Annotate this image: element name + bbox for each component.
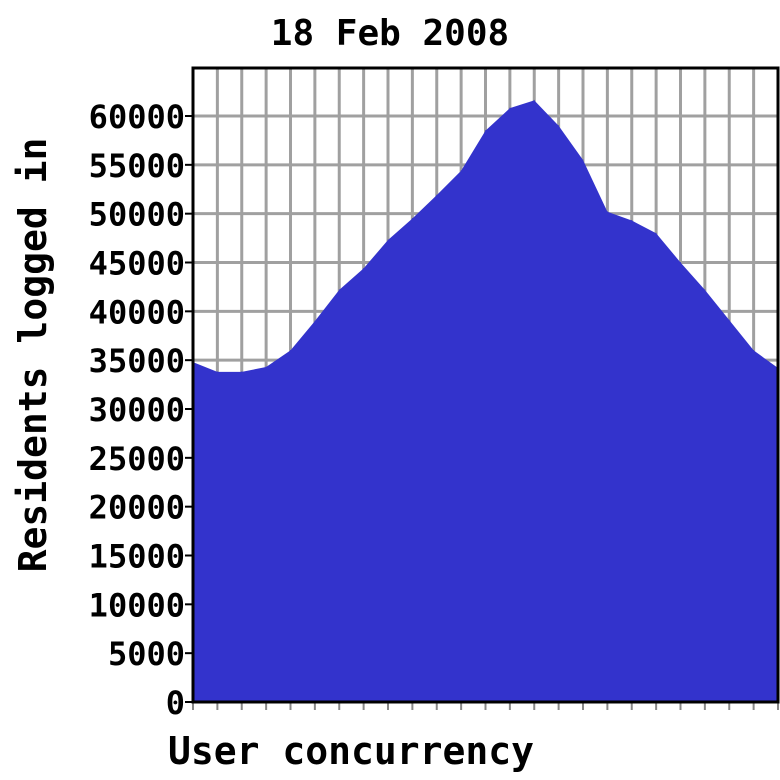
data-point xyxy=(265,366,267,368)
data-point xyxy=(387,239,389,241)
data-point xyxy=(631,220,633,222)
data-point xyxy=(582,159,584,161)
y-ticks: 0 5000 10000 15000 20000 25000 30000 35000 40000… xyxy=(89,98,193,722)
data-point xyxy=(606,211,608,213)
plot-frame xyxy=(191,66,780,704)
data-point xyxy=(655,232,657,234)
y-tick-label: 25000 xyxy=(89,440,185,478)
y-axis-label: Residents logged in xyxy=(11,138,55,573)
x-axis-label: User concurrency xyxy=(168,729,534,773)
y-tick-label: 45000 xyxy=(89,245,185,283)
data-point xyxy=(411,218,413,220)
area-series xyxy=(192,99,779,702)
area-fill xyxy=(193,100,778,702)
y-tick-label: 0 xyxy=(166,684,185,722)
data-point xyxy=(216,371,218,373)
data-point xyxy=(241,371,243,373)
y-tick-label: 40000 xyxy=(89,293,185,331)
y-tick-label: 5000 xyxy=(108,635,185,673)
y-tick-label: 35000 xyxy=(89,342,185,380)
data-point xyxy=(290,349,291,351)
data-point xyxy=(338,289,340,291)
data-point xyxy=(314,320,316,322)
y-tick-label: 15000 xyxy=(89,538,185,576)
chart-title: 18 Feb 2008 xyxy=(271,13,509,54)
y-tick-label: 55000 xyxy=(89,147,185,185)
y-tick-label: 60000 xyxy=(89,98,185,136)
data-point xyxy=(533,99,535,101)
data-point xyxy=(704,289,706,291)
y-tick-label: 30000 xyxy=(89,391,185,429)
data-point xyxy=(436,194,438,196)
data-point xyxy=(509,107,511,109)
y-tick-label: 50000 xyxy=(89,196,185,234)
data-point xyxy=(558,125,560,127)
y-tick-label: 10000 xyxy=(89,586,185,624)
data-point xyxy=(680,262,681,263)
y-tick-label: 20000 xyxy=(89,489,185,527)
data-point xyxy=(485,130,486,132)
data-point xyxy=(460,170,462,172)
data-point xyxy=(363,267,365,269)
data-point xyxy=(728,319,730,321)
data-point xyxy=(753,349,755,351)
